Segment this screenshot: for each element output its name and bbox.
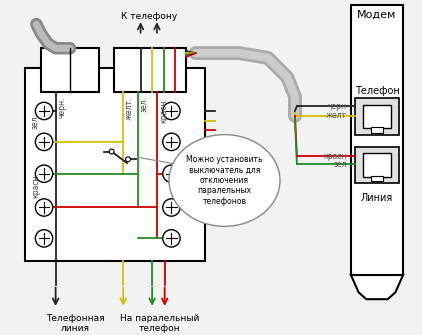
Circle shape bbox=[109, 149, 114, 154]
Text: красн.: красн. bbox=[31, 172, 40, 198]
Text: зел: зел bbox=[333, 159, 347, 169]
Text: Телефонная
линия: Телефонная линия bbox=[46, 314, 104, 333]
Text: Телефон: Телефон bbox=[354, 86, 399, 96]
Bar bbox=[355, 98, 399, 135]
Circle shape bbox=[126, 157, 130, 162]
Circle shape bbox=[163, 102, 180, 120]
Text: красн.: красн. bbox=[159, 96, 168, 123]
Circle shape bbox=[35, 199, 53, 216]
Ellipse shape bbox=[169, 135, 280, 226]
Bar bbox=[371, 176, 383, 182]
Circle shape bbox=[163, 165, 180, 182]
Circle shape bbox=[163, 199, 180, 216]
Bar bbox=[114, 48, 186, 92]
Text: зел.: зел. bbox=[140, 96, 149, 112]
Text: зел.: зел. bbox=[31, 113, 40, 129]
Circle shape bbox=[163, 133, 180, 150]
Text: желт: желт bbox=[326, 111, 347, 120]
Text: Модем: Модем bbox=[357, 10, 397, 20]
Bar bbox=[25, 68, 205, 261]
Text: черн.: черн. bbox=[57, 96, 67, 118]
Polygon shape bbox=[351, 275, 403, 299]
Bar bbox=[355, 147, 399, 183]
Circle shape bbox=[35, 102, 53, 120]
Text: желт.: желт. bbox=[125, 96, 134, 120]
Bar bbox=[371, 127, 383, 133]
Bar bbox=[41, 48, 99, 92]
Bar bbox=[363, 105, 390, 128]
Text: черн: черн bbox=[328, 102, 347, 111]
Circle shape bbox=[35, 230, 53, 247]
Text: На паралельный
телефон: На паралельный телефон bbox=[120, 314, 200, 333]
Text: К телефону: К телефону bbox=[121, 12, 177, 20]
Circle shape bbox=[35, 133, 53, 150]
Circle shape bbox=[163, 230, 180, 247]
Circle shape bbox=[35, 165, 53, 182]
Text: Можно установить
выключатель для
отключения
паралельных
телефонов: Можно установить выключатель для отключе… bbox=[186, 155, 263, 206]
Bar bbox=[351, 5, 403, 275]
Text: красн: красн bbox=[323, 152, 347, 161]
Text: Линия: Линия bbox=[361, 193, 393, 203]
Bar bbox=[363, 153, 390, 177]
